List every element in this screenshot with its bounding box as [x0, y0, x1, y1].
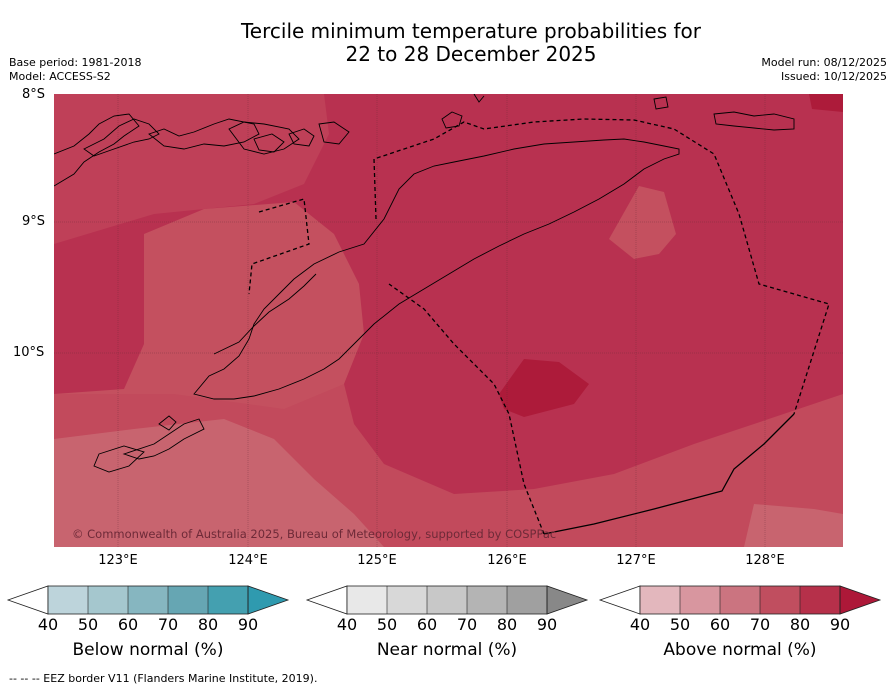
- below-tick-90: 90: [237, 615, 259, 634]
- zone-90-patch: [499, 359, 589, 417]
- above-normal-title: Above normal (%): [663, 640, 817, 660]
- above-tick-60: 60: [709, 615, 731, 634]
- above-swatch-3: [720, 586, 760, 614]
- colorbar-near: [305, 585, 589, 615]
- zone-70-top: [54, 94, 329, 244]
- near-swatch-5: [507, 586, 547, 614]
- colorbar-above: [598, 585, 882, 615]
- model-name: Model: ACCESS-S2: [9, 70, 111, 83]
- lon-label-128e: 128°E: [745, 553, 785, 568]
- above-tick-50: 50: [669, 615, 691, 634]
- title-line-1: Tercile minimum temperature probabilitie…: [240, 19, 702, 43]
- near-tick-70: 70: [456, 615, 478, 634]
- above-swatch-2: [680, 586, 720, 614]
- lat-label-9s: 9°S: [22, 214, 46, 229]
- below-normal-title: Below normal (%): [72, 640, 224, 660]
- below-tick-60: 60: [117, 615, 139, 634]
- zone-60-band: [54, 202, 364, 414]
- zone-50-bottomright: [744, 504, 843, 547]
- above-swatch-4: [760, 586, 800, 614]
- map-title: Tercile minimum temperature probabilitie…: [0, 20, 896, 66]
- below-tick-70: 70: [157, 615, 179, 634]
- colorbar-below: [6, 585, 290, 615]
- below-swatch-2: [88, 586, 128, 614]
- above-swatch-1: [640, 586, 680, 614]
- near-tick-50: 50: [376, 615, 398, 634]
- copyright-text: © Commonwealth of Australia 2025, Bureau…: [72, 527, 556, 541]
- eez-footer-note: -- -- -- EEZ border V11 (Flanders Marine…: [9, 672, 318, 685]
- above-tick-70: 70: [749, 615, 771, 634]
- below-swatch-5: [208, 586, 248, 614]
- meta-left: Base period: 1981-2018 Model: ACCESS-S2: [9, 56, 141, 84]
- lon-label-124e: 124°E: [228, 553, 268, 568]
- gridlines: [54, 94, 843, 547]
- base-period: Base period: 1981-2018: [9, 56, 142, 69]
- lat-label-8s: 8°S: [22, 87, 46, 102]
- above-tick-80: 80: [789, 615, 811, 634]
- above-tick-90: 90: [829, 615, 851, 634]
- near-tick-90: 90: [536, 615, 558, 634]
- lon-label-126e: 126°E: [487, 553, 527, 568]
- coastlines: [54, 94, 795, 473]
- above-swatch-6: [839, 585, 882, 615]
- issued-date: Issued: 10/12/2025: [780, 70, 887, 83]
- probability-map: © Commonwealth of Australia 2025, Bureau…: [54, 94, 843, 547]
- below-tick-50: 50: [77, 615, 99, 634]
- below-tick-40: 40: [37, 615, 59, 634]
- near-swatch-3: [427, 586, 467, 614]
- near-tick-80: 80: [496, 615, 518, 634]
- lon-label-127e: 127°E: [616, 553, 656, 568]
- near-normal-title: Near normal (%): [376, 640, 518, 660]
- lon-label-125e: 125°E: [357, 553, 397, 568]
- below-swatch-6: [247, 585, 290, 615]
- below-tick-80: 80: [197, 615, 219, 634]
- lon-label-123e: 123°E: [98, 553, 138, 568]
- zone-50-bottomleft: [54, 419, 384, 547]
- colorbars: [6, 585, 882, 615]
- near-swatch-1: [347, 586, 387, 614]
- below-swatch-1: [48, 586, 88, 614]
- below-swatch-4: [168, 586, 208, 614]
- zone-90-corner: [809, 94, 843, 112]
- near-tick-40: 40: [336, 615, 358, 634]
- near-swatch-4: [467, 586, 507, 614]
- near-swatch-2: [387, 586, 427, 614]
- near-swatch-6: [546, 585, 589, 615]
- near-tick-60: 60: [416, 615, 438, 634]
- below-swatch-3: [128, 586, 168, 614]
- zone-60-patch: [609, 186, 676, 259]
- eez-border: [248, 118, 830, 535]
- meta-right: Model run: 08/12/2025 Issued: 10/12/2025: [761, 56, 887, 84]
- lat-label-10s: 10°S: [13, 345, 45, 360]
- title-line-2: 22 to 28 December 2025: [345, 42, 597, 66]
- model-run: Model run: 08/12/2025: [761, 56, 887, 69]
- above-swatch-5: [800, 586, 840, 614]
- above-tick-40: 40: [629, 615, 651, 634]
